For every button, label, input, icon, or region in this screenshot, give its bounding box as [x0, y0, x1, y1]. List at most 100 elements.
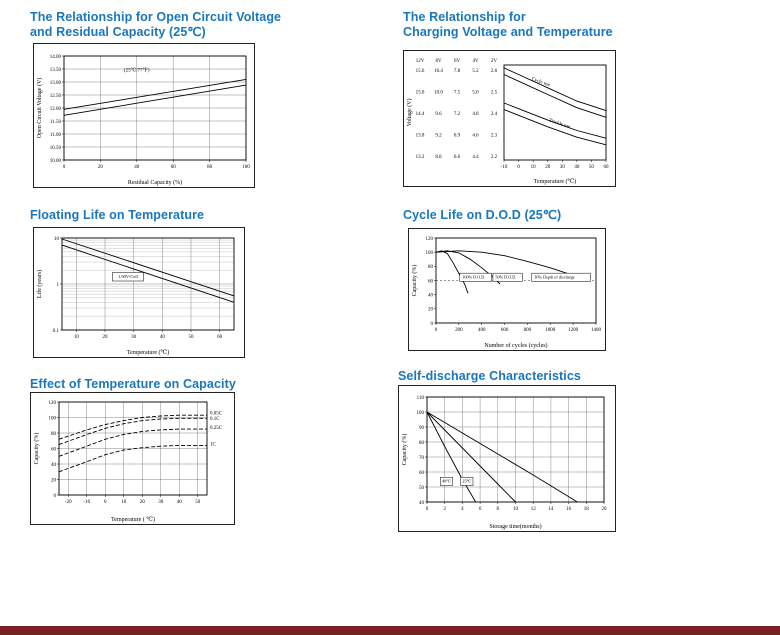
svg-text:Residual Capacity (%): Residual Capacity (%) [128, 179, 182, 186]
svg-text:80: 80 [428, 265, 434, 270]
svg-text:0: 0 [426, 507, 429, 512]
svg-text:-10: -10 [501, 165, 508, 170]
svg-text:60: 60 [217, 335, 223, 340]
svg-text:5.0: 5.0 [472, 91, 479, 96]
svg-text:-20: -20 [65, 500, 72, 505]
svg-text:1400: 1400 [591, 328, 602, 333]
chart-title-line: The Relationship for [403, 10, 526, 24]
svg-text:0: 0 [431, 322, 434, 327]
chart-title-floating-life: Floating Life on Temperature [30, 208, 204, 223]
svg-text:18: 18 [584, 507, 590, 512]
svg-text:10: 10 [74, 335, 80, 340]
svg-text:10.0: 10.0 [434, 91, 443, 96]
svg-text:70: 70 [419, 456, 425, 461]
svg-text:9.2: 9.2 [435, 134, 442, 139]
svg-text:(25℃/77℉): (25℃/77℉) [124, 68, 150, 74]
svg-text:1200: 1200 [568, 328, 579, 333]
svg-text:25℃: 25℃ [462, 479, 471, 484]
svg-text:40: 40 [177, 500, 183, 505]
svg-text:Capacity (%): Capacity (%) [401, 434, 408, 466]
svg-text:100: 100 [242, 165, 250, 170]
ocv-residual-capacity-plot: 0 20 40 60 80 100 14.00 13.50 13.00 12.50 12.00 11.… [36, 55, 250, 186]
svg-text:10: 10 [531, 165, 537, 170]
svg-text:Trickle use: Trickle use [548, 119, 571, 131]
svg-text:110: 110 [417, 396, 425, 401]
svg-text:11.00: 11.00 [50, 133, 62, 138]
svg-text:600: 600 [501, 328, 509, 333]
svg-text:60: 60 [171, 165, 177, 170]
svg-text:20: 20 [103, 335, 109, 340]
svg-text:12.00: 12.00 [50, 107, 62, 112]
svg-text:7.8: 7.8 [454, 69, 461, 74]
svg-text:40: 40 [419, 501, 425, 506]
svg-text:0: 0 [104, 500, 107, 505]
svg-text:20: 20 [428, 308, 434, 313]
svg-text:40: 40 [428, 293, 434, 298]
svg-text:400: 400 [478, 328, 486, 333]
svg-text:0.1C: 0.1C [210, 417, 220, 422]
chart-title-line: The Relationship for Open Circuit Voltag… [30, 10, 282, 24]
svg-text:Temperature ( ℃): Temperature ( ℃) [111, 516, 155, 523]
svg-text:80: 80 [207, 165, 213, 170]
svg-text:1.90V/Cell: 1.90V/Cell [118, 274, 139, 279]
svg-text:10.4: 10.4 [434, 69, 443, 74]
chart-title-ocv: The Relationship for Open Circuit Voltag… [30, 10, 281, 40]
svg-text:100: 100 [49, 416, 57, 421]
svg-text:30: 30 [560, 165, 566, 170]
svg-text:2.5: 2.5 [491, 91, 498, 96]
svg-text:6.9: 6.9 [454, 134, 461, 139]
svg-text:16: 16 [566, 507, 572, 512]
cycle-life-dod-plot: 0 200 400 600 800 1000 1200 1400 0 20 40 60 80 100 120… [411, 237, 602, 349]
svg-text:0: 0 [435, 328, 438, 333]
svg-text:13.2: 13.2 [416, 155, 425, 160]
svg-text:60: 60 [604, 165, 610, 170]
svg-text:7.2: 7.2 [454, 112, 461, 117]
svg-text:8.8: 8.8 [435, 155, 442, 160]
charging-voltage-temperature-plot: -10 0 10 20 30 40 50 60 12V 8V 6V 4V 2V 15.6 10.4 7.8 5.… [406, 59, 610, 185]
svg-text:200: 200 [455, 328, 463, 333]
svg-text:Open Circuit Voltage (V): Open Circuit Voltage (V) [36, 78, 43, 139]
svg-text:30% Depth of discharge: 30% Depth of discharge [534, 274, 575, 279]
svg-text:4.4: 4.4 [472, 155, 479, 160]
chart-title-self-discharge: Self-discharge Characteristics [398, 369, 581, 384]
svg-text:20: 20 [602, 507, 608, 512]
svg-text:10.50: 10.50 [50, 146, 62, 151]
svg-text:12: 12 [531, 507, 537, 512]
svg-text:60: 60 [51, 447, 57, 452]
svg-text:Number of cycles (cycles): Number of cycles (cycles) [484, 342, 547, 349]
temperature-capacity-plot: -20 -10 0 10 20 30 40 50 0 20 40 60 80 100 120 Temperat… [33, 401, 223, 523]
svg-text:0: 0 [517, 165, 520, 170]
svg-text:14.4: 14.4 [416, 112, 425, 117]
svg-text:0.1: 0.1 [53, 329, 60, 334]
svg-text:60: 60 [428, 279, 434, 284]
chart-title-line: Cycle Life on D.O.D (25℃) [403, 208, 562, 222]
svg-text:12V: 12V [416, 59, 425, 64]
svg-text:120: 120 [426, 237, 434, 242]
chart-title-line: Self-discharge Characteristics [398, 369, 581, 383]
svg-text:7.5: 7.5 [454, 91, 461, 96]
svg-text:12.50: 12.50 [50, 94, 62, 99]
chart-floating-life-temperature: 10 20 30 40 50 60 10 1 0.1 Temperature (℃) Life (y… [33, 227, 245, 358]
svg-text:40: 40 [160, 335, 166, 340]
svg-text:90: 90 [419, 426, 425, 431]
svg-text:50: 50 [195, 500, 201, 505]
svg-text:Capacity (%): Capacity (%) [33, 433, 40, 465]
svg-text:0: 0 [63, 165, 66, 170]
svg-text:0.05C: 0.05C [210, 411, 223, 416]
svg-text:80: 80 [419, 441, 425, 446]
svg-text:100: 100 [426, 251, 434, 256]
svg-text:20: 20 [51, 478, 57, 483]
svg-text:14: 14 [548, 507, 554, 512]
svg-text:50: 50 [589, 165, 595, 170]
svg-text:800: 800 [524, 328, 532, 333]
svg-text:4: 4 [461, 507, 464, 512]
svg-text:Cycle use: Cycle use [531, 77, 552, 89]
chart-ocv-residual-capacity: 0 20 40 60 80 100 14.00 13.50 13.00 12.50 12.00 11.… [33, 43, 255, 188]
chart-self-discharge: 0 2 4 6 8 10 12 14 16 18 20 40 50 60 70 80 90 100 110 Stora… [398, 385, 616, 532]
svg-text:-10: -10 [83, 500, 90, 505]
svg-text:40: 40 [51, 463, 57, 468]
svg-text:13.00: 13.00 [50, 81, 62, 86]
chart-cycle-life-dod: 0 200 400 600 800 1000 1200 1400 0 20 40 60 80 100 120… [408, 228, 606, 351]
svg-text:40: 40 [574, 165, 580, 170]
